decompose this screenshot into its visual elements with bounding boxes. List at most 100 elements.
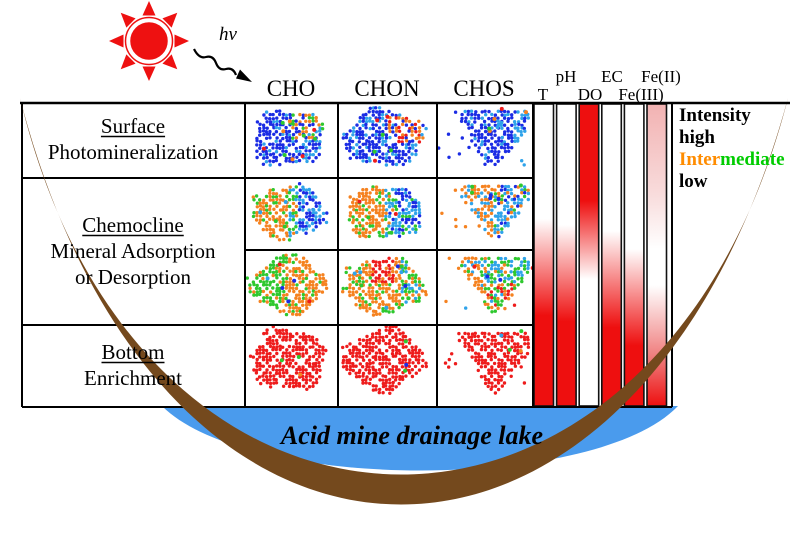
scatter-dot <box>384 234 389 238</box>
scatter-dot <box>268 338 272 342</box>
scatter-dot <box>275 234 279 239</box>
scatter-dot <box>473 188 477 192</box>
scatter-dot <box>506 184 511 189</box>
scatter-dot <box>526 260 530 264</box>
scatter-dot <box>420 351 424 355</box>
scatter-dot <box>496 306 500 311</box>
row-label-mineral-adsorption: Mineral Adsorption <box>50 239 216 263</box>
scatter-dot <box>513 211 517 215</box>
scatter-dot <box>285 273 289 277</box>
scatter-dot <box>499 256 503 261</box>
scatter-dot <box>394 153 398 157</box>
scatter-dot <box>285 361 289 366</box>
scatter-dot <box>488 193 493 198</box>
scatter-dot <box>407 266 411 271</box>
scatter-dot <box>479 214 484 218</box>
scatter-dot <box>274 150 279 154</box>
scatter-dot <box>401 211 405 215</box>
scatter-dot <box>275 286 279 291</box>
scatter-dot <box>364 133 368 137</box>
scatter-dot <box>486 184 491 188</box>
scatter-dot <box>344 266 349 270</box>
scatter-dot <box>513 136 517 140</box>
scatter-dot <box>245 276 249 280</box>
scatter-dot <box>398 113 402 117</box>
scatter-dot <box>390 328 395 333</box>
scatter-dot <box>278 309 282 314</box>
scatter-dot <box>287 198 292 202</box>
scatter-dot <box>364 112 368 117</box>
scatter-dot <box>264 283 269 287</box>
scatter-dot <box>365 362 369 366</box>
scatter-dot <box>384 270 388 274</box>
scatter-dot <box>520 113 524 117</box>
scatter-dot <box>277 126 282 130</box>
scatter-dot <box>417 351 421 355</box>
scatter-dot <box>361 296 365 300</box>
scatter-dot <box>394 191 398 195</box>
scatter-dot <box>284 312 289 317</box>
scatter-dot <box>519 263 523 268</box>
scatter-dot <box>523 342 527 346</box>
scatter-dot <box>364 201 368 205</box>
scatter-dot <box>381 142 385 147</box>
scatter-dot <box>361 344 366 349</box>
scatter-dot <box>496 184 501 188</box>
scatter-dot <box>503 113 507 117</box>
scatter-dot <box>507 277 511 281</box>
scatter-dot <box>291 197 295 201</box>
scatter-dot <box>407 283 411 287</box>
scatter-dot <box>261 355 266 359</box>
scatter-dot <box>370 289 375 294</box>
scatter-dot <box>261 283 266 287</box>
scatter-dot <box>510 361 514 365</box>
scatter-dot <box>377 188 382 193</box>
scatter-dot <box>502 109 507 114</box>
scatter-dot <box>305 211 309 215</box>
scatter-dot <box>305 201 309 206</box>
scatter-dot <box>522 335 526 339</box>
scatter-dot <box>280 120 285 125</box>
scatter-dot <box>377 279 381 283</box>
scatter-dot <box>301 123 305 127</box>
scatter-dot <box>377 341 381 345</box>
scatter-dot <box>259 381 263 386</box>
scatter-dot <box>414 143 418 147</box>
scatter-dot <box>368 191 372 195</box>
scatter-dot <box>271 367 275 372</box>
scatter-dot <box>294 312 299 317</box>
scatter-dot <box>271 342 276 346</box>
scatter-dot <box>374 106 378 110</box>
scatter-dot <box>361 136 365 140</box>
scatter-dot <box>417 133 421 137</box>
scatter-dot <box>417 280 422 284</box>
scatter-dot <box>421 358 425 363</box>
scatter-dot <box>275 116 279 120</box>
scatter-dot <box>271 112 275 117</box>
scatter-dot <box>268 188 272 192</box>
scatter-dot <box>261 123 266 127</box>
scatter-dot <box>288 332 293 336</box>
scatter-dot <box>354 204 359 208</box>
scatter-dot <box>381 381 385 386</box>
scatter-dot <box>400 214 405 218</box>
scatter-dot <box>307 119 312 124</box>
scatter-dot <box>310 221 315 226</box>
scatter-dot <box>486 362 490 366</box>
scatter-dot <box>517 197 521 201</box>
scatter-dot <box>391 384 395 388</box>
scatter-dot <box>304 351 309 355</box>
scatter-dot <box>294 384 298 388</box>
scatter-dot <box>252 198 256 202</box>
scatter-dot <box>493 263 497 267</box>
scatter-dot <box>298 188 302 192</box>
scatter-dot <box>509 282 514 287</box>
scatter-dot <box>408 351 412 355</box>
scatter-dot <box>358 155 362 160</box>
column-header-cho: CHO <box>267 76 316 101</box>
scatter-dot <box>509 130 514 134</box>
scatter-dot <box>380 214 385 218</box>
scatter-dot <box>368 198 372 202</box>
scatter-dot <box>301 191 306 195</box>
scatter-dot <box>463 119 468 124</box>
